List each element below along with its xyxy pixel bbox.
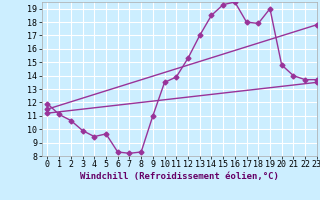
X-axis label: Windchill (Refroidissement éolien,°C): Windchill (Refroidissement éolien,°C) — [80, 172, 279, 181]
